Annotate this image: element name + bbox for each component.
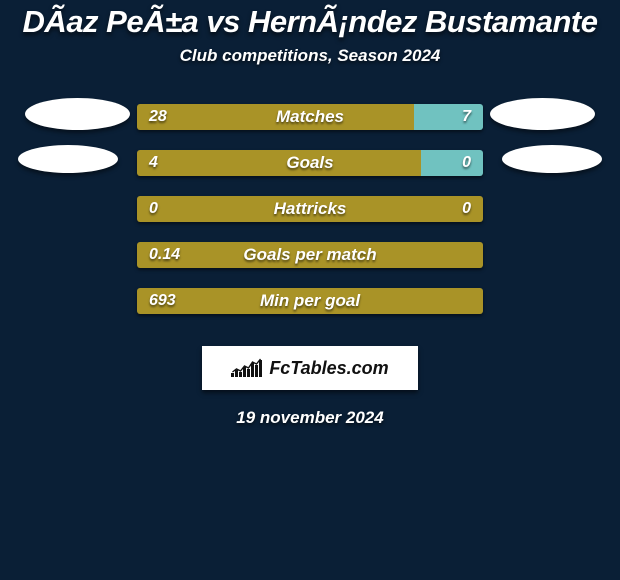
stat-row: Matches287 — [0, 94, 620, 140]
player-avatar — [25, 98, 130, 130]
stat-value-left: 693 — [149, 292, 176, 310]
bar-left — [137, 242, 483, 268]
subtitle: Club competitions, Season 2024 — [0, 46, 620, 66]
stat-bar: Goals40 — [137, 150, 483, 176]
stat-value-left: 0.14 — [149, 246, 180, 264]
bar-left — [137, 104, 414, 130]
logo-bars-icon — [231, 357, 263, 379]
stat-value-right: 0 — [462, 200, 471, 218]
date-label: 19 november 2024 — [0, 408, 620, 428]
logo-text: FcTables.com — [269, 358, 388, 379]
stat-bar: Hattricks00 — [137, 196, 483, 222]
stat-value-left: 0 — [149, 200, 158, 218]
logo-box: FcTables.com — [202, 346, 418, 390]
bar-left — [137, 150, 421, 176]
stat-value-left: 28 — [149, 108, 167, 126]
page-title: DÃ­az PeÃ±a vs HernÃ¡ndez Bustamante — [0, 4, 620, 40]
stat-row: Hattricks00 — [0, 186, 620, 232]
player-avatar — [490, 98, 595, 130]
stat-value-right: 7 — [462, 108, 471, 126]
stat-row: Goals per match0.14 — [0, 232, 620, 278]
stat-bar: Min per goal693 — [137, 288, 483, 314]
stat-value-right: 0 — [462, 154, 471, 172]
stat-value-left: 4 — [149, 154, 158, 172]
player-avatar — [18, 145, 118, 173]
logo: FcTables.com — [231, 357, 388, 379]
player-avatar — [502, 145, 602, 173]
stat-row: Goals40 — [0, 140, 620, 186]
stat-row: Min per goal693 — [0, 278, 620, 324]
bar-right — [414, 104, 483, 130]
stat-bar: Matches287 — [137, 104, 483, 130]
bar-left — [137, 288, 483, 314]
bar-right — [421, 150, 483, 176]
stat-bar: Goals per match0.14 — [137, 242, 483, 268]
bar-left — [137, 196, 483, 222]
stat-chart: Matches287Goals40Hattricks00Goals per ma… — [0, 94, 620, 324]
comparison-card: DÃ­az PeÃ±a vs HernÃ¡ndez Bustamante Clu… — [0, 0, 620, 580]
